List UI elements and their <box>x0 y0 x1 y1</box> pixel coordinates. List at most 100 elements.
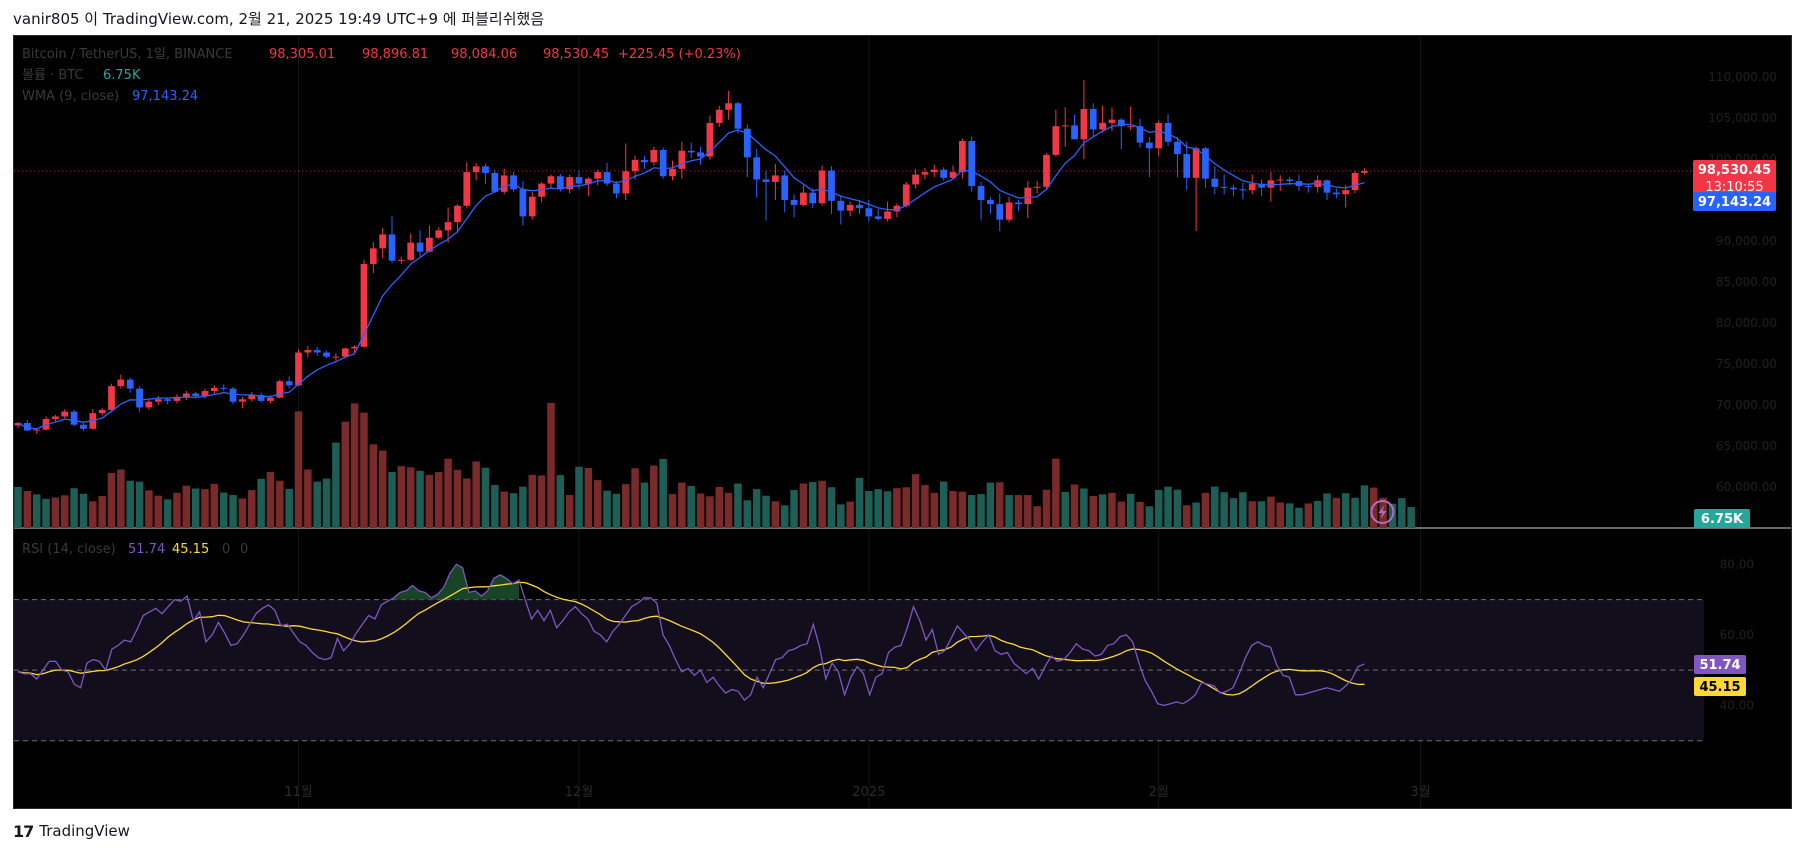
time-tick-label: 12월 <box>565 785 594 800</box>
candle-body <box>987 200 994 205</box>
volume-bar <box>837 504 845 528</box>
candle-body <box>136 388 143 408</box>
ohlc-high: 98,896.81 <box>362 47 428 62</box>
candle-body <box>1304 186 1312 188</box>
volume-bar <box>986 482 995 528</box>
candle-body <box>52 416 59 419</box>
candle-body <box>397 259 405 261</box>
chart-canvas[interactable]: 110,000.00105,000.00100,000.0095,000.009… <box>14 36 1791 808</box>
rsi-tick-label: 40.00 <box>1720 698 1754 712</box>
price-tick-label: 110,000.00 <box>1708 70 1777 84</box>
volume-bar <box>332 442 340 528</box>
volume-bar <box>1042 489 1051 528</box>
chart-frame[interactable]: 110,000.00105,000.00100,000.0095,000.009… <box>13 35 1792 809</box>
rsi-tick-label: 60.00 <box>1720 628 1754 642</box>
volume-bar <box>799 483 808 528</box>
time-tick-label: 2월 <box>1149 785 1169 800</box>
candle-body <box>426 237 433 252</box>
volume-bar <box>210 483 219 528</box>
volume-bar <box>23 490 32 528</box>
volume-bar <box>724 492 733 528</box>
volume-bar <box>79 493 88 528</box>
footer[interactable]: 17 TradingView <box>13 820 130 842</box>
candle-body <box>1117 119 1125 127</box>
candle-body <box>248 395 256 400</box>
volume-bar <box>612 493 621 528</box>
volume-bar <box>406 467 415 528</box>
candle-body <box>800 192 807 205</box>
candle-body <box>828 170 835 201</box>
candle-body <box>921 172 929 175</box>
volume-bar <box>593 480 602 528</box>
candle-body <box>856 204 863 209</box>
volume-bar <box>1295 507 1303 528</box>
candle-body <box>1033 186 1041 188</box>
volume-bar <box>1220 492 1228 528</box>
time-tick-label: 2025 <box>852 785 885 800</box>
volume-bar <box>313 481 321 528</box>
volume-bar <box>977 494 985 528</box>
volume-bar <box>855 477 864 528</box>
volume-bar <box>397 466 406 528</box>
volume-bar <box>519 486 527 528</box>
volume-bar <box>949 490 957 528</box>
candle-body <box>1136 126 1144 143</box>
candle-body <box>1061 125 1069 127</box>
candle-body <box>790 200 798 205</box>
volume-bar <box>528 474 536 528</box>
candle-body <box>70 411 78 425</box>
volume-bar <box>818 480 826 528</box>
candle-body <box>1342 190 1350 195</box>
candle-body <box>818 170 826 204</box>
volume-bar <box>874 489 882 528</box>
volume-bar <box>846 501 854 528</box>
volume-bar <box>1154 490 1163 528</box>
rsi-ma-badge-value: 45.15 <box>1699 680 1740 695</box>
candle-body <box>210 387 218 392</box>
candle-body <box>1239 189 1247 191</box>
ohlc-change: +225.45 (+0.23%) <box>618 47 741 62</box>
volume-bar <box>435 472 443 528</box>
candle-body <box>734 103 742 129</box>
volume-bar <box>1360 485 1369 528</box>
volume-badge-value: 6.75K <box>1701 512 1744 527</box>
candle-body <box>949 172 957 178</box>
price-tick-label: 85,000.00 <box>1716 275 1777 289</box>
candle-body <box>1192 148 1200 178</box>
candle-body <box>1043 154 1050 187</box>
rsi-legend-value: 51.74 <box>128 542 165 557</box>
candle-body <box>323 352 330 357</box>
volume-bar <box>509 493 518 528</box>
publish-info: vanir805 이 TradingView.com, 2월 21, 2025 … <box>13 10 545 28</box>
candle-body <box>687 150 695 153</box>
volume-bar <box>1098 494 1107 528</box>
volume-bar <box>752 489 761 528</box>
volume-bar <box>1192 502 1200 528</box>
candle-body <box>912 174 919 185</box>
volume-bar <box>1276 502 1284 528</box>
candle-body <box>379 234 387 249</box>
volume-bar <box>89 501 97 528</box>
volume-bar <box>322 478 331 528</box>
candle-body <box>98 409 106 414</box>
volume-bar <box>958 491 967 528</box>
price-tick-label: 105,000.00 <box>1708 111 1777 125</box>
volume-bar <box>1229 498 1238 528</box>
candle-body <box>220 387 228 389</box>
candle-body <box>192 393 200 396</box>
volume-legend-value: 6.75K <box>103 68 141 83</box>
candle-body <box>435 230 443 238</box>
volume-bar <box>696 493 705 528</box>
candle-body <box>117 379 125 387</box>
rsi-ma-line <box>17 581 1365 696</box>
candle-body <box>659 149 667 177</box>
candle-body <box>697 152 704 157</box>
candle-body <box>201 391 209 396</box>
price-tick-label: 70,000.00 <box>1716 398 1777 412</box>
volume-bar <box>902 487 910 528</box>
candle-body <box>1267 180 1275 188</box>
volume-bar <box>678 482 686 528</box>
volume-bar <box>388 472 396 528</box>
candle-body <box>482 166 489 173</box>
candle-body <box>528 196 536 217</box>
